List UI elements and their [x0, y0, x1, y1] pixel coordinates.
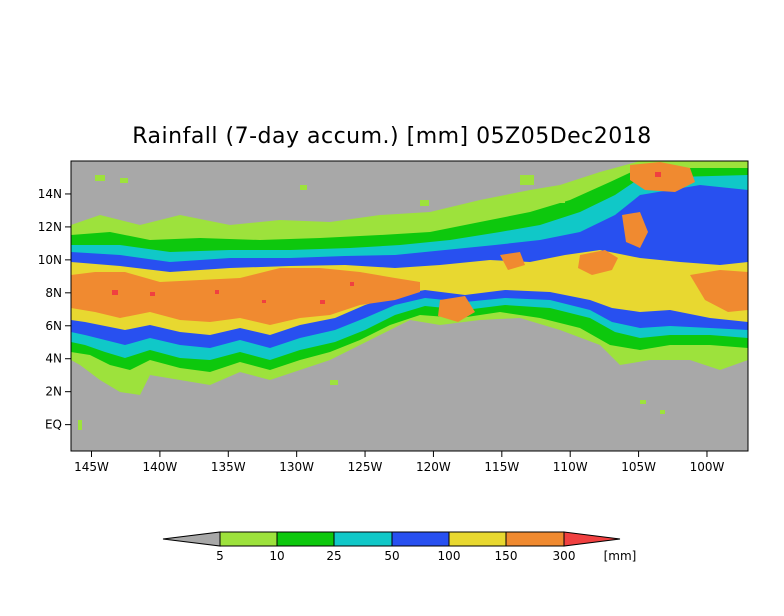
rain-core-north [622, 212, 648, 248]
y-axis: EQ 2N 4N 6N 8N 10N 12N 14N [38, 187, 71, 432]
legend-label: 25 [326, 549, 341, 563]
legend-below-arrow [162, 531, 221, 547]
legend-swatch-25 [333, 531, 393, 547]
legend-above-arrow [563, 531, 621, 547]
isolated-showers [78, 175, 665, 430]
x-tick-label: 120W [416, 460, 451, 474]
x-axis: 145W 140W 135W 130W 125W 120W 115W 110W 105W 100W [74, 451, 724, 474]
legend-unit: [mm] [604, 549, 637, 563]
legend-label: 150 [495, 549, 518, 563]
y-tick-label: 8N [45, 286, 62, 300]
rain-core-northeast [630, 162, 695, 192]
x-tick-label: 110W [553, 460, 588, 474]
legend-label: 300 [553, 549, 576, 563]
rain-core-east-2 [690, 270, 748, 312]
legend-label: 50 [384, 549, 399, 563]
legend-swatch-10 [276, 531, 335, 547]
y-tick-label: EQ [45, 418, 62, 432]
x-tick-label: 130W [279, 460, 314, 474]
y-tick-label: 6N [45, 319, 62, 333]
x-tick-label: 125W [348, 460, 383, 474]
x-tick-label: 140W [143, 460, 178, 474]
legend-swatch-50 [391, 531, 450, 547]
rain-core-mid-1 [438, 296, 475, 322]
rain-core-east-1 [578, 250, 618, 275]
legend-swatch-150 [505, 531, 565, 547]
x-tick-label: 100W [690, 460, 725, 474]
map-frame [70, 160, 749, 452]
y-tick-label: 12N [38, 220, 62, 234]
legend-swatch-5 [219, 531, 278, 547]
x-tick-label: 135W [211, 460, 246, 474]
legend-label: 5 [216, 549, 224, 563]
legend-swatch-100 [448, 531, 507, 547]
color-legend: 5 10 25 50 100 150 300 [mm] [162, 531, 637, 563]
legend-labels: 5 10 25 50 100 150 300 [216, 549, 575, 563]
rain-core-mid-2 [500, 252, 525, 270]
y-tick-label: 14N [38, 187, 62, 201]
x-tick-label: 115W [484, 460, 519, 474]
legend-label: 100 [438, 549, 461, 563]
legend-label: 10 [269, 549, 284, 563]
rain-extreme-cells [112, 172, 661, 304]
y-tick-label: 4N [45, 352, 62, 366]
x-tick-label: 105W [621, 460, 656, 474]
map-title: Rainfall (7-day accum.) [mm] 05Z05Dec201… [132, 124, 652, 149]
map-plot-area [71, 161, 748, 451]
x-tick-label: 145W [74, 460, 109, 474]
rain-band-150mm [71, 268, 420, 325]
y-tick-label: 2N [45, 385, 62, 399]
y-tick-label: 10N [38, 253, 62, 267]
